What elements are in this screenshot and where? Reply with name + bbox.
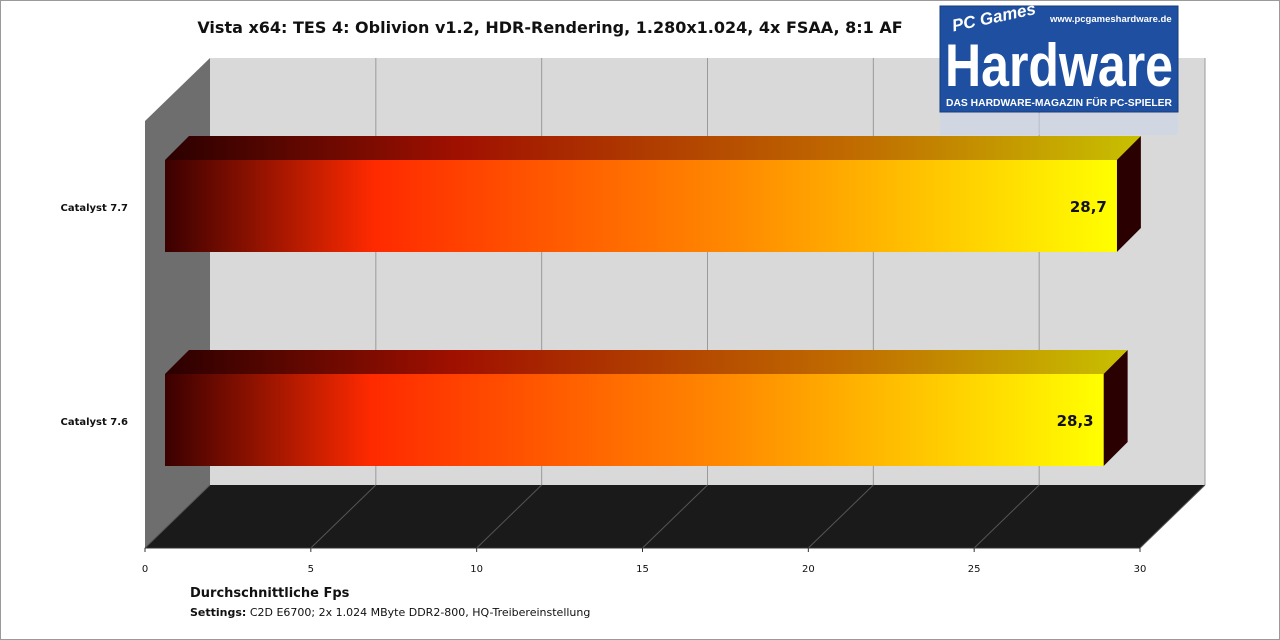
bar-value-label: 28,3	[1057, 412, 1094, 430]
x-tick-label: 15	[636, 564, 649, 575]
category-label: Catalyst 7.7	[61, 203, 129, 214]
floor-gridline	[642, 484, 708, 549]
category-label: Catalyst 7.6	[61, 417, 129, 428]
chart-title: Vista x64: TES 4: Oblivion v1.2, HDR-Ren…	[197, 18, 903, 37]
bar-end	[1116, 136, 1141, 252]
floor-gridline	[1139, 484, 1206, 549]
settings-text: C2D E6700; 2x 1.024 MByte DDR2-800, HQ-T…	[246, 606, 591, 619]
floor-gridline	[144, 484, 211, 549]
x-axis-label: Durchschnittliche Fps	[190, 586, 350, 601]
pcgh-logo: PC Games www.pcgameshardware.de Hardware…	[939, 0, 1179, 135]
side-wall	[145, 58, 210, 548]
x-tick-label: 0	[142, 564, 148, 575]
x-tick-label: 20	[802, 564, 815, 575]
floor-gridline	[807, 484, 874, 549]
bar-top	[165, 350, 1128, 374]
settings-label: Settings:	[190, 606, 247, 619]
bar-end	[1103, 350, 1128, 466]
floor-gridline	[973, 484, 1040, 549]
logo-url: www.pcgameshardware.de	[1049, 14, 1172, 25]
bar	[165, 374, 1104, 466]
logo-tagline: DAS HARDWARE-MAGAZIN FÜR PC-SPIELER	[946, 96, 1172, 109]
x-tick-label: 5	[308, 564, 314, 575]
x-tick-label: 30	[1134, 564, 1147, 575]
bar-top	[165, 136, 1141, 160]
settings-note: Settings: C2D E6700; 2x 1.024 MByte DDR2…	[190, 606, 590, 619]
floor-gridline	[310, 484, 377, 549]
x-tick-label: 25	[968, 564, 981, 575]
logo-brand-big: Hardware	[945, 32, 1173, 99]
bar-value-label: 28,7	[1070, 198, 1107, 216]
bar	[165, 160, 1117, 252]
floor-gridline	[476, 484, 543, 549]
x-tick-label: 10	[470, 564, 483, 575]
